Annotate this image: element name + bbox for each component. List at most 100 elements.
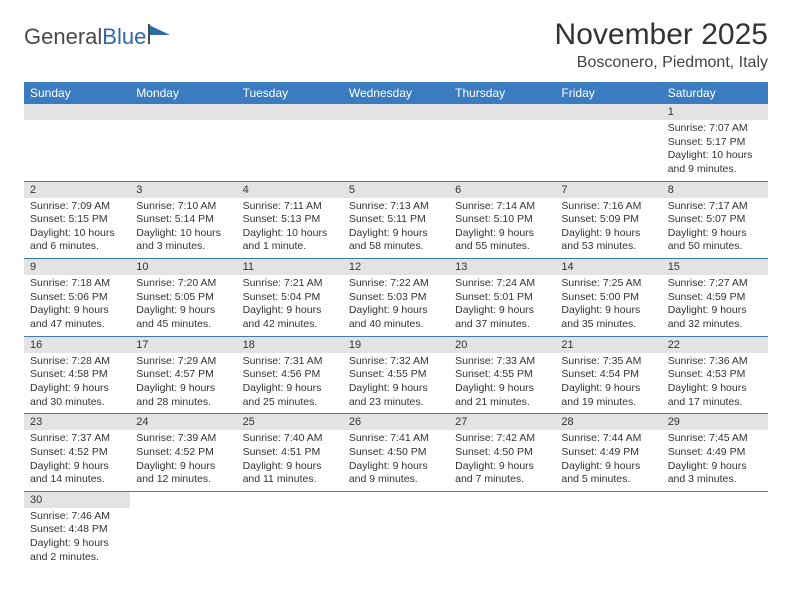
- day-number: 4: [237, 182, 343, 198]
- day-number: 13: [449, 259, 555, 275]
- logo: GeneralBlue: [24, 24, 174, 50]
- day-header: Saturday: [662, 82, 768, 104]
- calendar-cell: [24, 104, 130, 181]
- calendar-cell: 11Sunrise: 7:21 AMSunset: 5:04 PMDayligh…: [237, 259, 343, 337]
- calendar-cell: [343, 491, 449, 568]
- calendar-cell: 15Sunrise: 7:27 AMSunset: 4:59 PMDayligh…: [662, 259, 768, 337]
- calendar-cell: 25Sunrise: 7:40 AMSunset: 4:51 PMDayligh…: [237, 414, 343, 492]
- day-data: Sunrise: 7:11 AMSunset: 5:13 PMDaylight:…: [237, 198, 343, 259]
- calendar-cell: 29Sunrise: 7:45 AMSunset: 4:49 PMDayligh…: [662, 414, 768, 492]
- day-number: 10: [130, 259, 236, 275]
- calendar-cell: 24Sunrise: 7:39 AMSunset: 4:52 PMDayligh…: [130, 414, 236, 492]
- day-number: 2: [24, 182, 130, 198]
- day-header: Thursday: [449, 82, 555, 104]
- calendar-row: 16Sunrise: 7:28 AMSunset: 4:58 PMDayligh…: [24, 336, 768, 414]
- day-number: 15: [662, 259, 768, 275]
- calendar-row: 2Sunrise: 7:09 AMSunset: 5:15 PMDaylight…: [24, 181, 768, 259]
- empty-daynum: [343, 104, 449, 120]
- day-number: 12: [343, 259, 449, 275]
- day-data: Sunrise: 7:33 AMSunset: 4:55 PMDaylight:…: [449, 353, 555, 414]
- calendar-cell: [130, 104, 236, 181]
- day-data: Sunrise: 7:20 AMSunset: 5:05 PMDaylight:…: [130, 275, 236, 336]
- day-data: Sunrise: 7:46 AMSunset: 4:48 PMDaylight:…: [24, 508, 130, 569]
- day-data: Sunrise: 7:36 AMSunset: 4:53 PMDaylight:…: [662, 353, 768, 414]
- calendar-cell: 8Sunrise: 7:17 AMSunset: 5:07 PMDaylight…: [662, 181, 768, 259]
- day-number: 8: [662, 182, 768, 198]
- day-number: 23: [24, 414, 130, 430]
- calendar-cell: 2Sunrise: 7:09 AMSunset: 5:15 PMDaylight…: [24, 181, 130, 259]
- calendar-cell: [343, 104, 449, 181]
- logo-text-1: General: [24, 24, 102, 50]
- day-number: 24: [130, 414, 236, 430]
- empty-daynum: [24, 104, 130, 120]
- day-number: 3: [130, 182, 236, 198]
- calendar-cell: 23Sunrise: 7:37 AMSunset: 4:52 PMDayligh…: [24, 414, 130, 492]
- day-data: Sunrise: 7:07 AMSunset: 5:17 PMDaylight:…: [662, 120, 768, 181]
- calendar-cell: [662, 491, 768, 568]
- calendar-cell: [555, 491, 661, 568]
- day-data: Sunrise: 7:44 AMSunset: 4:49 PMDaylight:…: [555, 430, 661, 491]
- day-data: Sunrise: 7:31 AMSunset: 4:56 PMDaylight:…: [237, 353, 343, 414]
- day-data: Sunrise: 7:39 AMSunset: 4:52 PMDaylight:…: [130, 430, 236, 491]
- calendar-cell: 18Sunrise: 7:31 AMSunset: 4:56 PMDayligh…: [237, 336, 343, 414]
- day-data: Sunrise: 7:18 AMSunset: 5:06 PMDaylight:…: [24, 275, 130, 336]
- calendar-row: 30Sunrise: 7:46 AMSunset: 4:48 PMDayligh…: [24, 491, 768, 568]
- day-data: Sunrise: 7:40 AMSunset: 4:51 PMDaylight:…: [237, 430, 343, 491]
- day-data: Sunrise: 7:16 AMSunset: 5:09 PMDaylight:…: [555, 198, 661, 259]
- calendar-cell: 6Sunrise: 7:14 AMSunset: 5:10 PMDaylight…: [449, 181, 555, 259]
- day-number: 17: [130, 337, 236, 353]
- day-header-row: Sunday Monday Tuesday Wednesday Thursday…: [24, 82, 768, 104]
- day-data: Sunrise: 7:09 AMSunset: 5:15 PMDaylight:…: [24, 198, 130, 259]
- calendar-cell: [237, 104, 343, 181]
- calendar-cell: 1Sunrise: 7:07 AMSunset: 5:17 PMDaylight…: [662, 104, 768, 181]
- calendar-cell: [449, 491, 555, 568]
- day-data: Sunrise: 7:14 AMSunset: 5:10 PMDaylight:…: [449, 198, 555, 259]
- day-number: 18: [237, 337, 343, 353]
- calendar-cell: 28Sunrise: 7:44 AMSunset: 4:49 PMDayligh…: [555, 414, 661, 492]
- day-data: Sunrise: 7:41 AMSunset: 4:50 PMDaylight:…: [343, 430, 449, 491]
- day-data: Sunrise: 7:10 AMSunset: 5:14 PMDaylight:…: [130, 198, 236, 259]
- day-data: Sunrise: 7:24 AMSunset: 5:01 PMDaylight:…: [449, 275, 555, 336]
- calendar-cell: 20Sunrise: 7:33 AMSunset: 4:55 PMDayligh…: [449, 336, 555, 414]
- day-number: 1: [662, 104, 768, 120]
- day-data: Sunrise: 7:35 AMSunset: 4:54 PMDaylight:…: [555, 353, 661, 414]
- calendar-cell: 19Sunrise: 7:32 AMSunset: 4:55 PMDayligh…: [343, 336, 449, 414]
- day-data: Sunrise: 7:42 AMSunset: 4:50 PMDaylight:…: [449, 430, 555, 491]
- calendar-cell: 16Sunrise: 7:28 AMSunset: 4:58 PMDayligh…: [24, 336, 130, 414]
- page-title: November 2025: [555, 18, 768, 52]
- day-header: Wednesday: [343, 82, 449, 104]
- calendar-cell: 12Sunrise: 7:22 AMSunset: 5:03 PMDayligh…: [343, 259, 449, 337]
- day-data: Sunrise: 7:27 AMSunset: 4:59 PMDaylight:…: [662, 275, 768, 336]
- day-header: Friday: [555, 82, 661, 104]
- day-header: Tuesday: [237, 82, 343, 104]
- calendar-cell: 7Sunrise: 7:16 AMSunset: 5:09 PMDaylight…: [555, 181, 661, 259]
- calendar-cell: 10Sunrise: 7:20 AMSunset: 5:05 PMDayligh…: [130, 259, 236, 337]
- empty-daynum: [237, 104, 343, 120]
- header: GeneralBlue November 2025 Bosconero, Pie…: [24, 18, 768, 72]
- day-data: Sunrise: 7:25 AMSunset: 5:00 PMDaylight:…: [555, 275, 661, 336]
- calendar-cell: 21Sunrise: 7:35 AMSunset: 4:54 PMDayligh…: [555, 336, 661, 414]
- day-number: 21: [555, 337, 661, 353]
- calendar-cell: 30Sunrise: 7:46 AMSunset: 4:48 PMDayligh…: [24, 491, 130, 568]
- day-number: 27: [449, 414, 555, 430]
- day-number: 14: [555, 259, 661, 275]
- calendar-cell: 27Sunrise: 7:42 AMSunset: 4:50 PMDayligh…: [449, 414, 555, 492]
- day-number: 7: [555, 182, 661, 198]
- calendar-row: 1Sunrise: 7:07 AMSunset: 5:17 PMDaylight…: [24, 104, 768, 181]
- calendar-cell: 14Sunrise: 7:25 AMSunset: 5:00 PMDayligh…: [555, 259, 661, 337]
- day-number: 22: [662, 337, 768, 353]
- calendar-cell: 13Sunrise: 7:24 AMSunset: 5:01 PMDayligh…: [449, 259, 555, 337]
- day-data: Sunrise: 7:45 AMSunset: 4:49 PMDaylight:…: [662, 430, 768, 491]
- empty-daynum: [449, 104, 555, 120]
- calendar-cell: [555, 104, 661, 181]
- day-data: Sunrise: 7:32 AMSunset: 4:55 PMDaylight:…: [343, 353, 449, 414]
- day-number: 25: [237, 414, 343, 430]
- day-data: Sunrise: 7:29 AMSunset: 4:57 PMDaylight:…: [130, 353, 236, 414]
- day-data: Sunrise: 7:37 AMSunset: 4:52 PMDaylight:…: [24, 430, 130, 491]
- flag-icon: [148, 24, 174, 50]
- day-number: 19: [343, 337, 449, 353]
- day-data: Sunrise: 7:17 AMSunset: 5:07 PMDaylight:…: [662, 198, 768, 259]
- day-number: 30: [24, 492, 130, 508]
- day-number: 9: [24, 259, 130, 275]
- calendar-cell: 9Sunrise: 7:18 AMSunset: 5:06 PMDaylight…: [24, 259, 130, 337]
